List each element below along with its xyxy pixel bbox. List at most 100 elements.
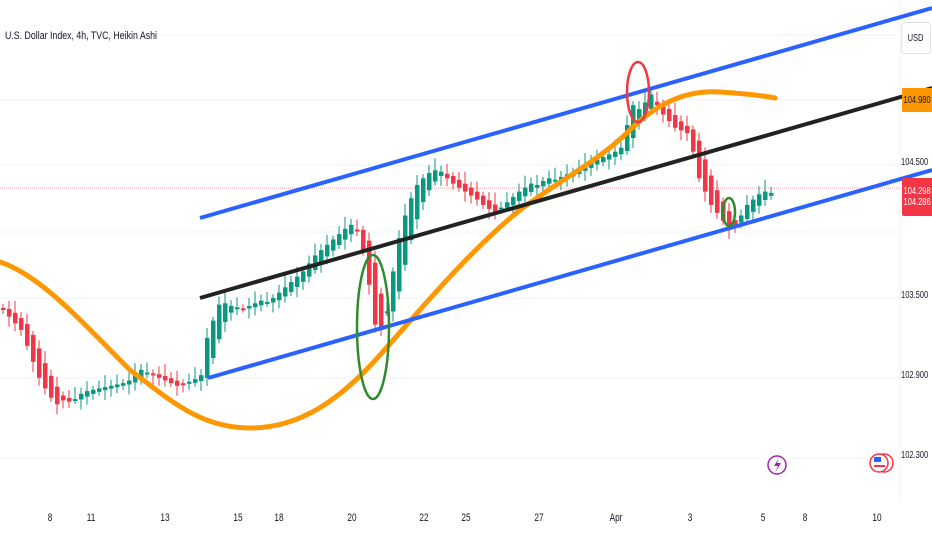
candle-body [1, 307, 6, 310]
candle-body [259, 300, 264, 306]
candle-body [421, 178, 426, 203]
time-tick: 5 [760, 512, 766, 524]
candle-body [595, 159, 600, 165]
candle-body [25, 323, 30, 346]
candle-body [319, 250, 324, 263]
candle-body [157, 374, 162, 378]
candle-body [133, 375, 138, 383]
candle-body [85, 391, 90, 397]
candle-body [691, 129, 696, 152]
ma-price-badge: 104.980 [902, 88, 932, 112]
candle-body [253, 303, 258, 308]
time-tick: 15 [233, 512, 243, 524]
candle-body [19, 318, 24, 330]
symbol-title: U.S. Dollar Index, 4h, TVC, Heikin Ashi [5, 30, 157, 42]
candle-body [187, 381, 192, 384]
candle-body [139, 369, 144, 379]
candle-body [541, 180, 546, 187]
candle-body [61, 395, 66, 401]
candle-body [487, 200, 492, 209]
price-tick: 104.500 [900, 157, 928, 168]
time-tick: 20 [347, 512, 357, 524]
candle-body [439, 171, 444, 176]
time-tick: 25 [461, 512, 471, 524]
candle-body [13, 312, 18, 324]
candle-body [757, 194, 762, 206]
candle-body [397, 238, 402, 292]
candle-body [433, 170, 438, 182]
candle-body [271, 298, 276, 303]
candle-body [535, 184, 540, 188]
candle-body [37, 348, 42, 378]
candle-body [493, 204, 498, 212]
candle-body [745, 204, 750, 219]
time-tick: 11 [86, 512, 96, 524]
candle-body [265, 301, 270, 304]
candle-body [217, 304, 222, 340]
candle-body [499, 207, 504, 210]
channel-upper-line [199, 6, 932, 220]
price-tick: 103.500 [900, 290, 928, 301]
time-tick: 10 [872, 512, 882, 524]
candle-body [415, 184, 420, 220]
candle-body [649, 94, 654, 109]
candle-body [55, 386, 60, 405]
candle-body [619, 147, 624, 155]
candle-body [739, 215, 744, 223]
candle-body [163, 376, 168, 381]
time-tick: 27 [534, 512, 544, 524]
candle-body [529, 183, 534, 192]
candle-body [307, 263, 312, 277]
candle-body [91, 389, 96, 394]
candle-body [241, 308, 246, 311]
candle-body [283, 287, 288, 297]
candle-body [367, 240, 372, 285]
candle-body [643, 102, 648, 116]
highlight-circle-green [355, 253, 391, 401]
candle-body [613, 151, 618, 157]
candle-body [601, 157, 606, 163]
candle-body [673, 115, 678, 128]
candle-body [661, 103, 666, 115]
time-tick: 8 [802, 512, 808, 524]
candle-body [505, 202, 510, 208]
candle-body [655, 101, 660, 106]
candle-body [523, 187, 528, 197]
candle-body [343, 228, 348, 240]
channel-lower-line [207, 168, 932, 380]
time-tick: 8 [47, 512, 53, 524]
candle-body [385, 311, 390, 314]
candle-body [391, 271, 396, 312]
candle-body [295, 276, 300, 287]
candle-body [301, 271, 306, 282]
candle-body [553, 179, 558, 182]
currency-button[interactable]: USD [901, 22, 931, 54]
candle-body [733, 220, 738, 225]
us-flag-icon [869, 453, 889, 473]
candle-body [223, 303, 228, 322]
price-tick: 102.900 [900, 370, 928, 381]
candle-body [469, 187, 474, 196]
last-price: 104.298 [903, 186, 931, 197]
candle-body [115, 384, 120, 388]
candle-body [373, 262, 378, 325]
candle-body [547, 178, 552, 184]
highlight-circle-red [625, 60, 651, 124]
candle-body [361, 229, 366, 252]
highlight-circle-green-small [721, 196, 737, 228]
candle-body [709, 175, 714, 205]
candle-body [769, 192, 774, 196]
time-tick: Apr [609, 512, 623, 524]
candle-body [379, 293, 384, 330]
candle-body [175, 380, 180, 386]
candle-body [97, 388, 102, 392]
candle-body [481, 195, 486, 205]
candle-body [31, 334, 36, 362]
candle-body [517, 191, 522, 201]
candle-body [49, 375, 54, 398]
price-tick: 102.300 [900, 450, 928, 461]
candle-body [625, 125, 630, 152]
candle-body [193, 379, 198, 383]
candle-body [763, 191, 768, 201]
